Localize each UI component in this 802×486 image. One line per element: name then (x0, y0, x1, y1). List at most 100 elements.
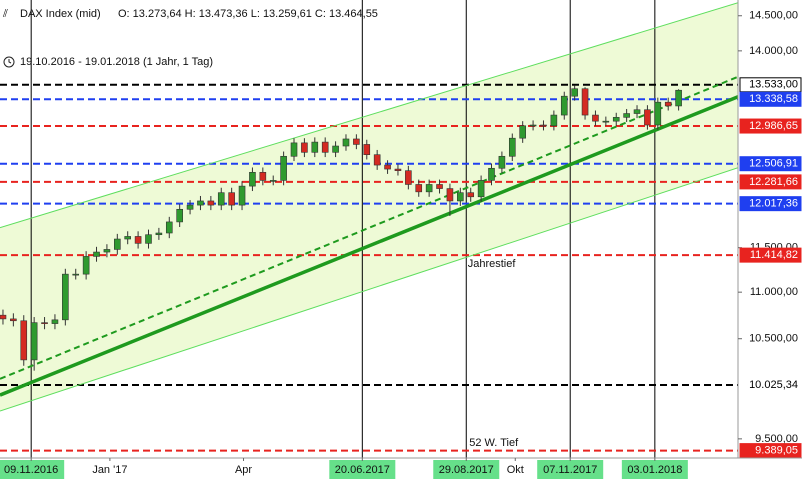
candle-body (197, 200, 204, 206)
x-tick-label: 29.08.2017 (439, 464, 494, 476)
level-label: 13.338,58 (749, 93, 798, 105)
candle-body (0, 314, 7, 320)
x-tick-highlight (621, 460, 688, 479)
candle-body (301, 142, 308, 153)
candle-body (103, 249, 111, 253)
x-tick-label: 03.01.2018 (627, 464, 682, 476)
candle-body (467, 192, 475, 198)
candle-body (342, 138, 350, 147)
x-tick-highlight (0, 460, 65, 479)
candle-body (519, 125, 526, 139)
candle-body (436, 184, 443, 189)
x-tick-label: Jan '17 (92, 464, 127, 476)
candle-body (446, 188, 454, 202)
candle-body (176, 208, 183, 223)
y-tick-label: 14.000,00 (749, 45, 798, 57)
candle-body (321, 141, 329, 153)
level-label-box (739, 174, 802, 190)
level-label-box (739, 91, 802, 107)
candle-body (644, 109, 651, 126)
x-tick-label: Okt (507, 464, 524, 476)
candle-body (560, 95, 568, 116)
candle-body (280, 155, 287, 181)
candle-body (269, 180, 277, 182)
logo: ⫽ (2, 8, 8, 20)
y-tick-label: 9.500,00 (755, 433, 798, 445)
trend-line (0, 167, 738, 412)
quote: O: 13.273,64 H: 13.473,36 L: 13.259,61 C… (118, 8, 378, 20)
candle-body (405, 170, 412, 185)
plot-area: Jahrestief 52 W. Tief (0, 0, 738, 458)
channel-fill (0, 2, 738, 412)
candle-body (394, 168, 402, 171)
candle-body (353, 138, 360, 145)
y-tick-label: 11.000,00 (750, 286, 798, 298)
candle-body (675, 89, 682, 107)
candle-body (488, 167, 495, 181)
x-tick-label: 20.06.2017 (335, 464, 390, 476)
candle-body (238, 185, 246, 206)
candle-body (207, 200, 215, 206)
candle-body (134, 236, 142, 244)
clock-hands (8, 59, 12, 64)
candle-body (571, 88, 578, 97)
candle-body (249, 171, 256, 187)
candle-body (457, 192, 464, 202)
header: ⫽ DAX Index (mid) O: 13.273,64 H: 13.473,3… (2, 8, 378, 68)
candle-body (664, 101, 672, 107)
candle-body (384, 164, 391, 170)
level-label-box (739, 247, 802, 263)
candle-body (165, 221, 173, 234)
candle-body (259, 171, 267, 181)
x-tick-label: 07.11.2017 (543, 464, 597, 476)
x-tick-label: Apr (235, 464, 252, 476)
candle-body (508, 137, 516, 157)
candle-body (311, 141, 319, 153)
level-label: 11.414,82 (750, 249, 798, 261)
x-tick-highlight (537, 460, 604, 479)
candle-body (20, 320, 28, 361)
candle-body (592, 114, 599, 122)
candle-body (228, 192, 235, 206)
level-label-box (739, 118, 802, 134)
candle-body (550, 114, 558, 127)
subtitle: 19.10.2016 - 19.01.2018 (1 Jahr, 1 Tag) (20, 56, 213, 68)
candle-body (332, 145, 339, 153)
chart-title: DAX Index (mid) (20, 8, 101, 20)
level-label-box (739, 156, 802, 172)
candle-body (602, 120, 610, 123)
candle-body (612, 117, 620, 122)
level-label: 12.986,65 (749, 120, 798, 132)
level-label: 12.506,91 (749, 158, 798, 170)
annotation: 52 W. Tief (469, 437, 519, 449)
candle-body (145, 234, 152, 244)
annotation: Jahrestief (468, 258, 517, 270)
x-tick-label: 09.11.2016 (4, 464, 58, 476)
candle-body (540, 124, 547, 127)
candle-body (623, 113, 630, 118)
candle-body (363, 144, 371, 155)
candle-body (217, 192, 225, 206)
candle-body (41, 322, 48, 324)
candle-body (290, 142, 298, 157)
level-label: 12.281,66 (749, 176, 798, 188)
candle-body (415, 184, 423, 193)
candle-body (477, 180, 485, 198)
candle-body (581, 88, 589, 116)
candle-body (425, 184, 433, 193)
level-label: 9.389,05 (755, 445, 798, 457)
candle-body (654, 101, 662, 126)
candle-body (155, 232, 163, 236)
candle-body (373, 154, 381, 166)
clock-icon (3, 56, 15, 68)
candle-body (114, 238, 121, 250)
candle-body (186, 204, 194, 210)
candle-body (72, 273, 80, 276)
candle-body (30, 322, 38, 361)
trend-line (0, 2, 738, 229)
level-label-box (739, 196, 802, 212)
level-label: 10.025,34 (749, 379, 798, 391)
level-label: 13.533,00 (749, 79, 798, 91)
candle-body (633, 109, 641, 114)
candle-body (498, 155, 506, 169)
